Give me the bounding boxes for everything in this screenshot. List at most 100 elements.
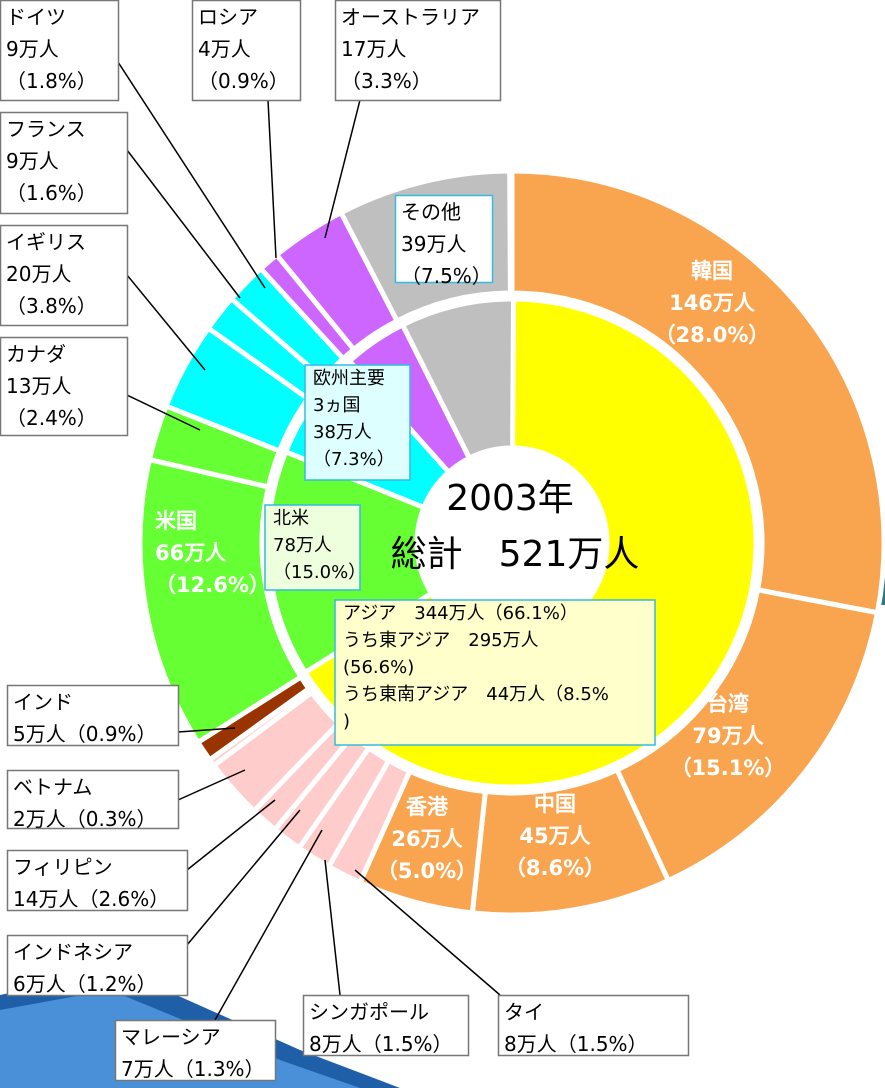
slice-label: 中国 45万人 （8.6%） xyxy=(505,792,605,880)
label-box xyxy=(0,336,129,437)
percent-label: （15.1%） xyxy=(671,756,786,780)
slice-label: マレーシア 7万人（1.3%） xyxy=(121,1025,265,1081)
count-label: 26万人 xyxy=(391,827,462,851)
leader-line xyxy=(267,99,277,259)
label-box xyxy=(114,1019,277,1082)
category-name: ロシア xyxy=(198,5,258,29)
leader-line xyxy=(354,869,501,996)
inner-label-box xyxy=(304,364,411,481)
leader-line xyxy=(214,829,323,1021)
category-name: 中国 xyxy=(534,792,576,816)
slice-label: シンガポール 8万人（1.5%） xyxy=(309,1000,453,1056)
slice-label: 台湾 79万人 （15.1%） xyxy=(671,692,786,780)
inner-label-line: うち東南アジア 44万人（8.5% xyxy=(343,684,609,705)
count-label: 5万人 xyxy=(13,722,66,746)
slice-label: ロシア 4万人 （0.9%） xyxy=(198,5,289,93)
slice-label: ベトナム 2万人（0.3%） xyxy=(13,775,157,831)
category-name: ベトナム xyxy=(13,775,92,799)
inner-label-line: 3ヵ国 xyxy=(313,395,360,416)
label-box xyxy=(191,0,302,102)
percent-label: （1.8%） xyxy=(6,69,97,93)
count-label: 9万人 xyxy=(6,149,59,173)
count-label: 4万人 xyxy=(198,37,251,61)
percent-label: （1.6%） xyxy=(6,181,97,205)
count-label: 7万人 xyxy=(121,1057,174,1081)
percent-label: （0.9%） xyxy=(198,69,289,93)
label-box xyxy=(0,0,120,102)
count-label: 17万人 xyxy=(341,37,406,61)
leader-line xyxy=(177,769,246,801)
count-label: 2万人 xyxy=(13,807,66,831)
percent-label: （28.0%） xyxy=(655,323,770,347)
category-name: 台湾 xyxy=(707,692,749,716)
category-name: 香港 xyxy=(406,795,449,819)
label-box xyxy=(302,994,470,1057)
slice-label: イギリス 20万人 （3.8%） xyxy=(6,230,97,318)
label-box xyxy=(0,224,129,327)
inner-label-line: (56.6%) xyxy=(343,657,414,678)
inner-label-line: 78万人 xyxy=(273,535,332,556)
leader-line xyxy=(126,149,241,299)
count-label: 8万人 xyxy=(309,1032,362,1056)
leader-line xyxy=(186,809,301,946)
slice-label: ドイツ 9万人 （1.8%） xyxy=(6,5,97,93)
label-box xyxy=(334,0,502,102)
inner-label-line: 北米 xyxy=(273,508,309,529)
category-name: マレーシア xyxy=(121,1025,221,1049)
slice-label: フィリピン 14万人（2.6%） xyxy=(13,855,169,911)
count-label: 8万人 xyxy=(504,1032,557,1056)
slice-label: インド 5万人（0.9%） xyxy=(13,690,157,746)
slice-label: その他 39万人 （7.5%） xyxy=(401,200,492,288)
slice-label: オーストラリア 17万人 （3.3%） xyxy=(341,5,480,93)
percent-label: （1.5%） xyxy=(362,1032,453,1056)
slice-label: インドネシア 6万人（1.2%） xyxy=(13,940,157,996)
count-label: 9万人 xyxy=(6,37,59,61)
leader-line xyxy=(117,61,266,289)
slice-label: フランス 9万人 （1.6%） xyxy=(6,117,97,205)
center-subtitle: 総計 521万人 xyxy=(391,534,640,575)
percent-label: （3.8%） xyxy=(6,294,97,318)
inner-label: アジア 344万人（66.1%） うち東アジア 295万人 (56.6%) うち東南ア… xyxy=(343,603,609,732)
label-box xyxy=(6,684,180,747)
label-box xyxy=(394,194,494,284)
percent-label: （5.0%） xyxy=(377,859,477,883)
category-name: その他 xyxy=(401,200,461,224)
category-name: ドイツ xyxy=(6,5,66,29)
inner-label-box xyxy=(264,504,361,591)
slice-label: カナダ 13万人 （2.4%） xyxy=(6,342,97,430)
category-name: 米国 xyxy=(155,509,197,533)
inner-label-line: うち東アジア 295万人 xyxy=(343,630,539,651)
inner-label-line: アジア 344万人（66.1%） xyxy=(343,603,578,624)
leader-line xyxy=(324,859,341,996)
leader-line xyxy=(126,274,206,371)
inner-label-line: 欧州主要 xyxy=(313,368,385,389)
count-label: 79万人 xyxy=(692,724,763,748)
category-name: カナダ xyxy=(6,342,66,366)
inner-slice xyxy=(399,296,517,462)
count-label: 146万人 xyxy=(669,291,755,315)
percent-label: （8.6%） xyxy=(505,856,605,880)
count-label: 13万人 xyxy=(6,374,71,398)
percent-label: （7.5%） xyxy=(401,264,492,288)
percent-label: （12.6%） xyxy=(155,573,270,597)
slice-label: 米国 66万人 （12.6%） xyxy=(155,509,270,597)
count-label: 6万人 xyxy=(13,972,66,996)
label-box xyxy=(6,934,189,997)
percent-label: （0.9%） xyxy=(66,722,157,746)
category-name: 韓国 xyxy=(691,259,733,283)
leader-line xyxy=(177,727,236,733)
category-name: インドネシア xyxy=(13,940,133,964)
inner-label: 欧州主要 3ヵ国 38万人 （7.3%） xyxy=(313,368,395,470)
category-name: タイ xyxy=(504,1000,544,1024)
percent-label: （0.3%） xyxy=(66,807,157,831)
count-label: 39万人 xyxy=(401,232,466,256)
percent-label: （2.4%） xyxy=(6,406,97,430)
category-name: フィリピン xyxy=(13,855,113,879)
percent-label: （2.6%） xyxy=(78,887,169,911)
percent-label: （3.3%） xyxy=(341,69,432,93)
inner-label-box xyxy=(334,599,656,746)
category-name: オーストラリア xyxy=(341,5,480,29)
inner-label: 北米 78万人 （15.0%） xyxy=(273,508,366,583)
inner-label-line: 38万人 xyxy=(313,422,372,443)
